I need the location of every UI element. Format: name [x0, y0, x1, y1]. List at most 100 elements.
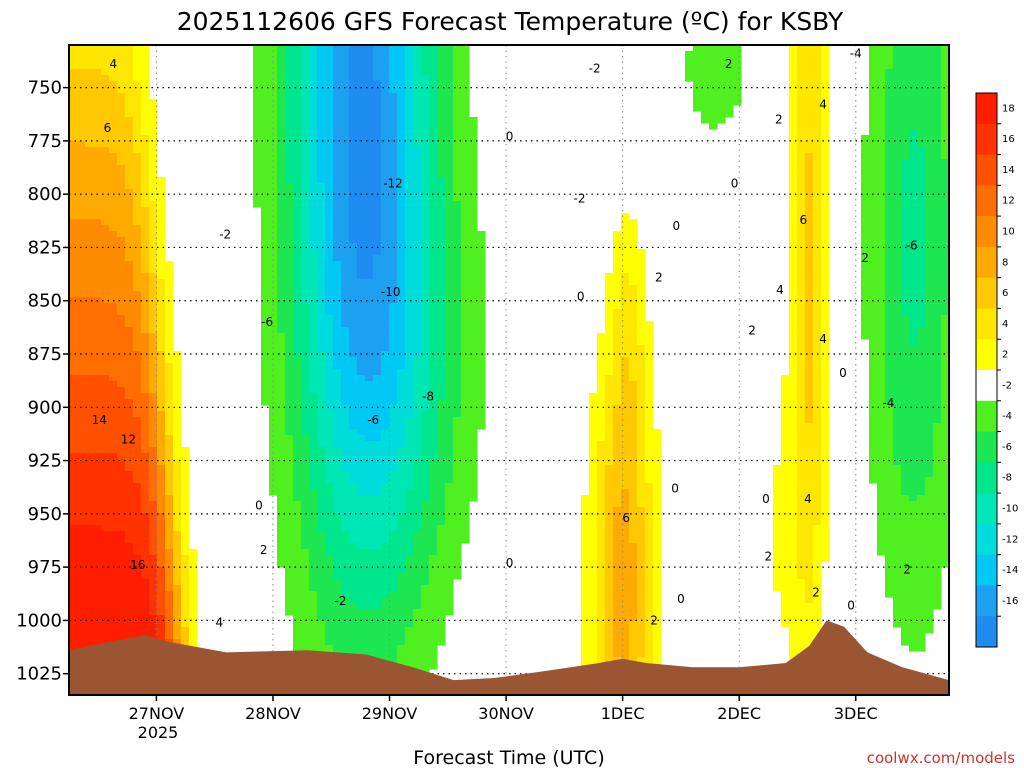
temperature-cell: [637, 609, 646, 616]
temperature-cell: [405, 105, 414, 112]
temperature-cell: [109, 285, 118, 292]
temperature-cell: [133, 411, 142, 418]
temperature-cell: [301, 435, 310, 442]
temperature-cell: [637, 273, 646, 280]
temperature-cell: [69, 45, 78, 52]
temperature-cell: [141, 537, 150, 544]
temperature-cell: [357, 87, 366, 94]
temperature-cell: [285, 237, 294, 244]
temperature-cell: [141, 405, 150, 412]
temperature-cell: [157, 339, 166, 346]
temperature-cell: [581, 543, 590, 550]
temperature-cell: [373, 261, 382, 268]
temperature-cell: [437, 291, 446, 298]
temperature-cell: [429, 63, 438, 70]
temperature-cell: [605, 339, 614, 346]
temperature-cell: [453, 93, 462, 100]
temperature-cell: [325, 87, 334, 94]
temperature-cell: [389, 135, 398, 142]
temperature-cell: [437, 477, 446, 484]
temperature-cell: [357, 207, 366, 214]
temperature-cell: [373, 399, 382, 406]
temperature-cell: [349, 345, 358, 352]
temperature-cell: [389, 477, 398, 484]
temperature-cell: [125, 417, 134, 424]
temperature-cell: [317, 159, 326, 166]
temperature-cell: [637, 621, 646, 628]
temperature-cell: [333, 105, 342, 112]
temperature-cell: [469, 345, 478, 352]
temperature-cell: [621, 357, 630, 364]
temperature-cell: [149, 453, 158, 460]
temperature-cell: [381, 189, 390, 196]
temperature-cell: [85, 225, 94, 232]
temperature-cell: [125, 357, 134, 364]
temperature-cell: [389, 237, 398, 244]
temperature-cell: [605, 333, 614, 340]
temperature-cell: [325, 153, 334, 160]
temperature-cell: [141, 465, 150, 472]
temperature-cell: [357, 201, 366, 208]
temperature-cell: [357, 531, 366, 538]
temperature-cell: [109, 129, 118, 136]
temperature-cell: [301, 105, 310, 112]
temperature-cell: [653, 435, 662, 442]
temperature-cell: [341, 501, 350, 508]
temperature-cell: [125, 111, 134, 118]
temperature-cell: [413, 657, 422, 664]
temperature-cell: [133, 531, 142, 538]
temperature-cell: [301, 603, 310, 610]
temperature-cell: [341, 591, 350, 598]
temperature-cell: [173, 483, 182, 490]
temperature-cell: [117, 153, 126, 160]
temperature-cell: [141, 123, 150, 130]
temperature-cell: [69, 507, 78, 514]
temperature-cell: [325, 579, 334, 586]
temperature-cell: [637, 633, 646, 640]
temperature-cell: [293, 327, 302, 334]
temperature-cell: [341, 93, 350, 100]
temperature-cell: [165, 267, 174, 274]
temperature-cell: [357, 195, 366, 202]
temperature-cell: [381, 357, 390, 364]
temperature-cell: [373, 219, 382, 226]
temperature-cell: [141, 375, 150, 382]
temperature-cell: [445, 507, 454, 514]
temperature-cell: [397, 549, 406, 556]
temperature-cell: [477, 231, 486, 238]
temperature-cell: [605, 633, 614, 640]
temperature-cell: [165, 303, 174, 310]
temperature-cell: [301, 429, 310, 436]
temperature-cell: [389, 273, 398, 280]
temperature-cell: [309, 555, 318, 562]
temperature-cell: [709, 105, 718, 112]
temperature-cell: [597, 405, 606, 412]
temperature-cell: [413, 261, 422, 268]
temperature-cell: [93, 135, 102, 142]
temperature-cell: [461, 99, 470, 106]
temperature-cell: [597, 573, 606, 580]
temperature-cell: [309, 57, 318, 64]
temperature-cell: [109, 543, 118, 550]
temperature-cell: [405, 255, 414, 262]
temperature-cell: [125, 291, 134, 298]
temperature-cell: [405, 219, 414, 226]
temperature-cell: [405, 207, 414, 214]
temperature-cell: [461, 393, 470, 400]
temperature-cell: [453, 309, 462, 316]
temperature-cell: [629, 345, 638, 352]
temperature-cell: [325, 51, 334, 58]
temperature-cell: [149, 135, 158, 142]
temperature-cell: [101, 447, 110, 454]
temperature-cell: [157, 597, 166, 604]
temperature-cell: [157, 495, 166, 502]
temperature-cell: [397, 129, 406, 136]
temperature-cell: [93, 261, 102, 268]
temperature-cell: [469, 423, 478, 430]
temperature-cell: [445, 393, 454, 400]
temperature-cell: [453, 417, 462, 424]
temperature-cell: [301, 645, 310, 652]
temperature-cell: [405, 183, 414, 190]
temperature-cell: [293, 417, 302, 424]
temperature-cell: [405, 315, 414, 322]
